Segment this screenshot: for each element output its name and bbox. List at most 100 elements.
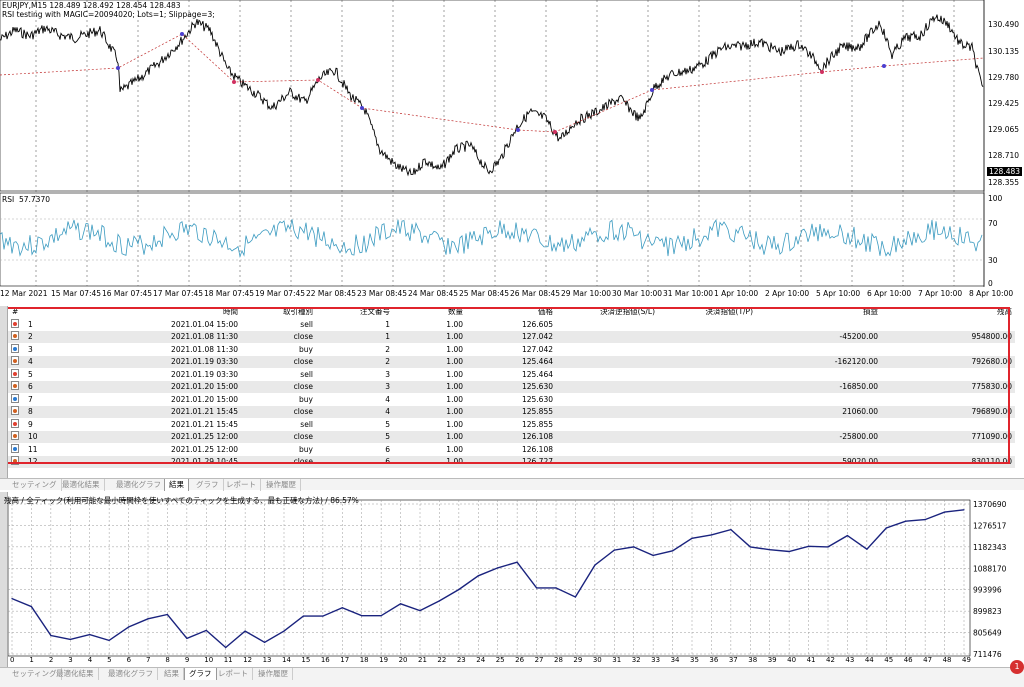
balance-xtick: 42: [826, 656, 835, 664]
time-tick: 26 Mar 08:45: [510, 289, 561, 298]
price-tick: 128.355: [988, 178, 1020, 187]
col-header-tp[interactable]: 決済指値(T/P): [705, 307, 753, 316]
cell-balance: 792680.00: [971, 357, 1012, 366]
balance-point: [341, 607, 343, 609]
tab-6[interactable]: 操作履歴: [262, 479, 301, 491]
col-header-num[interactable]: #: [12, 307, 19, 316]
sell-deal-icon: [11, 318, 19, 328]
col-header-type[interactable]: 取引種別: [283, 307, 313, 316]
table-row[interactable]: 5 2021.01.19 03:30 sell 3 1.00 125.464: [8, 368, 1015, 381]
balance-point: [128, 626, 130, 628]
col-header-volume[interactable]: 数量: [448, 307, 463, 316]
table-row[interactable]: 12 2021.01.29 10:45 close 6 1.00 126.727 59020…: [8, 456, 1015, 469]
tab-1[interactable]: 最適化結果: [52, 668, 99, 680]
tab-5[interactable]: レポート: [214, 668, 253, 680]
tab-2[interactable]: 最適化グラフ: [104, 668, 158, 680]
cell-balance: 771090.00: [971, 432, 1012, 441]
table-row[interactable]: 6 2021.01.20 15:00 close 3 1.00 125.630 -16850…: [8, 381, 1015, 394]
price-chart-canvas[interactable]: [0, 0, 1024, 296]
table-row[interactable]: 2 2021.01.08 11:30 close 1 1.00 127.042 -45200…: [8, 331, 1015, 344]
results-table[interactable]: # 時間 取引種別 注文番号 数量 価格 決済逆指値(S/L) 決済指値(T/P…: [0, 306, 1024, 478]
cell-volume: 1.00: [446, 457, 463, 466]
price-tick: 128.710: [988, 151, 1020, 160]
table-row[interactable]: 1 2021.01.04 15:00 sell 1 1.00 126.605: [8, 318, 1015, 331]
cell-num: 2: [28, 332, 33, 341]
cell-num: 9: [28, 419, 33, 429]
time-tick: 18 Mar 07:45: [204, 289, 255, 298]
sell-deal-icon: [11, 418, 19, 428]
balance-xtick: 45: [884, 656, 893, 664]
balance-xtick: 25: [496, 656, 505, 664]
cell-time: 2021.01.08 11:30: [171, 332, 238, 341]
cell-volume: 1.00: [446, 332, 463, 341]
balance-point: [400, 603, 402, 605]
cell-type: sell: [300, 319, 313, 329]
table-row[interactable]: 8 2021.01.21 15:45 close 4 1.00 125.855 21060.…: [8, 406, 1015, 419]
balance-point: [691, 537, 693, 539]
tab-5[interactable]: レポート: [222, 479, 261, 491]
cell-profit: -162120.00: [834, 357, 878, 366]
tab-6[interactable]: 操作履歴: [254, 668, 293, 680]
col-header-balance[interactable]: 残高: [997, 307, 1012, 316]
tab-4[interactable]: グラフ: [192, 479, 224, 491]
cell-order: 2: [385, 357, 390, 366]
balance-xtick: 43: [845, 656, 854, 664]
balance-graph[interactable]: 1370690 1276517 1182343 1088170 993996 899823…: [4, 492, 1024, 667]
rsi-current-value: 57.7370: [18, 195, 50, 204]
cell-num: 1: [28, 319, 33, 329]
cell-volume: 1.00: [446, 394, 463, 404]
balance-ytick: 1182343: [973, 543, 1007, 552]
rsi-level-tick: 30: [988, 256, 998, 265]
close-deal-icon: [11, 331, 19, 340]
cell-volume: 1.00: [446, 382, 463, 391]
trade-marker: [882, 64, 886, 68]
table-row[interactable]: 3 2021.01.08 11:30 buy 2 1.00 127.042: [8, 343, 1015, 356]
cell-type: buy: [299, 394, 313, 404]
tab-0[interactable]: セッティング: [8, 479, 62, 491]
balance-point: [924, 519, 926, 521]
cell-num: 11: [28, 444, 38, 454]
balance-ytick: 805649: [973, 629, 1002, 638]
balance-xtick: 17: [340, 656, 349, 664]
col-header-sl[interactable]: 決済逆指値(S/L): [600, 307, 655, 316]
tester-tabs-top: セッティング 最適化結果 最適化グラフ 結果 グラフ レポート 操作履歴: [0, 478, 1024, 491]
price-tick: 129.780: [988, 73, 1020, 82]
col-header-time[interactable]: 時間: [223, 307, 238, 316]
cell-price: 127.042: [521, 344, 553, 354]
balance-xtick: 18: [360, 656, 369, 664]
balance-point: [710, 534, 713, 536]
notification-badge[interactable]: 1: [1010, 660, 1024, 674]
cell-order: 4: [385, 394, 390, 404]
col-header-price[interactable]: 価格: [538, 307, 553, 316]
col-header-profit[interactable]: 損益: [863, 307, 878, 316]
table-row[interactable]: 7 2021.01.20 15:00 buy 4 1.00 125.630: [8, 393, 1015, 406]
price-tick: 130.135: [988, 47, 1020, 56]
terminal-side-toolbox[interactable]: [0, 306, 8, 486]
balance-point: [827, 546, 829, 548]
col-header-order[interactable]: 注文番号: [360, 307, 390, 316]
sell-deal-icon: [11, 368, 19, 378]
table-row[interactable]: 11 2021.01.25 12:00 buy 6 1.00 126.108: [8, 443, 1015, 456]
tab-3[interactable]: 結果: [160, 668, 184, 680]
balance-point: [730, 529, 732, 531]
table-row[interactable]: 10 2021.01.25 12:00 close 5 1.00 126.108 -2580…: [8, 431, 1015, 444]
balance-side-toolbox[interactable]: [0, 492, 8, 667]
cell-type: close: [293, 382, 313, 391]
table-header-row: # 時間 取引種別 注文番号 数量 価格 決済逆指値(S/L) 決済指値(T/P…: [8, 306, 1015, 318]
tab-4[interactable]: グラフ: [184, 668, 217, 680]
balance-point: [497, 567, 499, 569]
cell-type: buy: [299, 344, 313, 354]
table-row[interactable]: 4 2021.01.19 03:30 close 2 1.00 125.464 -16212…: [8, 356, 1015, 369]
tab-0[interactable]: セッティング: [8, 668, 62, 680]
rsi-name: RSI: [2, 195, 15, 204]
balance-point: [166, 613, 168, 616]
tab-2[interactable]: 最適化グラフ: [112, 479, 166, 491]
tab-1[interactable]: 最適化結果: [58, 479, 105, 491]
cell-price: 125.630: [521, 394, 553, 404]
cell-type: close: [293, 357, 313, 366]
price-chart-window[interactable]: EURJPY,M15 128.489 128.492 128.454 128.4…: [0, 0, 1024, 298]
tester-tabs-bottom: セッティング 最適化結果 最適化グラフ 結果 グラフ レポート 操作履歴: [0, 667, 1024, 687]
table-row[interactable]: 9 2021.01.21 15:45 sell 5 1.00 125.855: [8, 418, 1015, 431]
tab-3[interactable]: 結果: [164, 479, 189, 491]
cell-num: 12: [28, 457, 38, 466]
